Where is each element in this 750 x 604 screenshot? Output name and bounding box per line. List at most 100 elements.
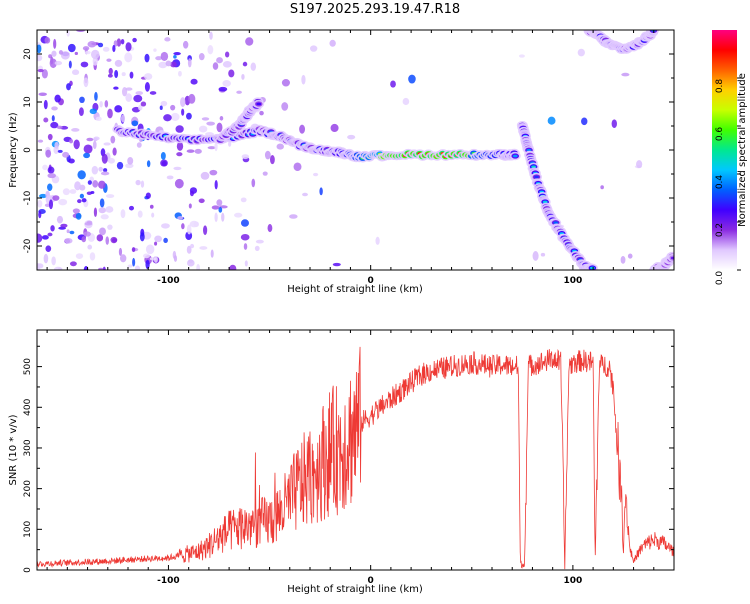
noise-speck	[37, 139, 44, 143]
noise-speck	[110, 135, 116, 144]
noise-speck	[186, 224, 192, 235]
noise-speck	[91, 165, 99, 175]
noise-speck	[120, 39, 125, 45]
noise-speck	[159, 105, 163, 110]
noise-speck	[125, 42, 132, 52]
noise-speck	[221, 212, 225, 222]
noise-speck	[332, 262, 341, 267]
noise-speck	[84, 50, 91, 55]
noise-speck	[56, 215, 64, 224]
noise-speck	[390, 80, 396, 88]
noise-speck	[99, 100, 103, 108]
x-tick-label: 0	[368, 576, 374, 586]
noise-speck	[37, 263, 44, 269]
colorbar: 0.0 0.2 0.4 0.6 0.8 Normalized spectral ampl…	[712, 30, 748, 285]
noise-speck	[173, 52, 181, 56]
noise-speck	[144, 73, 153, 80]
noise-speck	[166, 175, 174, 180]
noise-speck	[131, 120, 139, 127]
noise-speck	[137, 210, 143, 218]
colorbar-tick-label: 0.4	[715, 175, 725, 190]
spectrogram-x-ticks: -100 0 100	[46, 30, 675, 286]
noise-speck	[636, 160, 643, 169]
noise-speck	[163, 114, 172, 122]
noise-speck	[83, 144, 93, 154]
noise-speck	[188, 93, 196, 104]
noise-speck	[240, 197, 247, 203]
noise-speck	[134, 265, 141, 270]
noise-speck	[90, 190, 95, 195]
noise-speck	[68, 60, 72, 69]
noise-speck	[140, 101, 147, 107]
noise-speck	[611, 119, 617, 129]
noise-speck	[84, 222, 93, 226]
noise-speck	[87, 41, 97, 48]
noise-speck	[53, 38, 57, 49]
noise-speck	[146, 160, 151, 168]
noise-speck	[87, 180, 92, 185]
noise-speck	[165, 60, 172, 67]
noise-speck	[102, 46, 110, 52]
noise-speck	[160, 151, 166, 160]
noise-speck	[47, 183, 53, 191]
noise-speck	[347, 134, 356, 140]
noise-speck	[113, 40, 118, 47]
noise-speck	[58, 50, 64, 55]
y-tick-label: 200	[23, 480, 33, 497]
noise-speck	[218, 86, 228, 92]
noise-speck	[98, 166, 104, 172]
x-tick-label: 100	[563, 576, 582, 586]
noise-speck	[319, 187, 323, 196]
noise-speck	[107, 108, 113, 119]
noise-speck	[234, 212, 243, 218]
noise-speck	[104, 100, 109, 108]
noise-speck	[105, 206, 114, 213]
snr-x-axis-label: Height of straight line (km)	[287, 584, 423, 595]
noise-speck	[309, 45, 318, 52]
noise-speck	[170, 61, 177, 68]
noise-speck	[89, 252, 96, 261]
noise-speck	[90, 49, 100, 60]
noise-speck	[37, 233, 43, 243]
noise-speck	[102, 266, 106, 270]
noise-speck	[158, 61, 168, 69]
noise-speck	[194, 148, 202, 154]
noise-speck	[241, 73, 245, 80]
noise-speck	[99, 227, 106, 236]
noise-speck	[77, 170, 86, 180]
noise-speck	[94, 91, 98, 101]
noise-speck	[37, 68, 44, 73]
noise-speck	[37, 44, 42, 54]
noise-speck	[136, 142, 142, 148]
noise-speck	[577, 48, 585, 57]
noise-speck	[56, 125, 63, 130]
noise-speck	[190, 78, 198, 85]
noise-speck	[69, 189, 77, 194]
noise-speck	[103, 168, 108, 173]
noise-speck	[57, 267, 62, 270]
noise-speck	[228, 141, 232, 147]
noise-speck	[163, 237, 168, 244]
noise-speck	[125, 87, 133, 91]
noise-speck	[312, 172, 319, 177]
noise-speck	[114, 69, 119, 78]
ridge-core	[553, 221, 559, 224]
noise-speck	[51, 256, 56, 266]
noise-speck	[79, 96, 85, 104]
noise-speck	[107, 73, 113, 78]
noise-speck	[241, 154, 250, 160]
noise-speck	[210, 249, 214, 258]
noise-speck	[262, 171, 268, 176]
noise-speck	[145, 244, 155, 255]
y-tick-label: 10	[23, 96, 33, 108]
noise-speck	[160, 100, 168, 107]
noise-speck	[151, 212, 155, 218]
noise-speck	[71, 128, 80, 132]
noise-speck	[79, 193, 84, 199]
colorbar-ticks: 0.0 0.2 0.4 0.6 0.8	[715, 77, 741, 285]
noise-speck	[176, 141, 184, 151]
noise-speck	[107, 157, 115, 164]
noise-speck	[48, 199, 54, 210]
colorbar-scale	[712, 30, 737, 270]
